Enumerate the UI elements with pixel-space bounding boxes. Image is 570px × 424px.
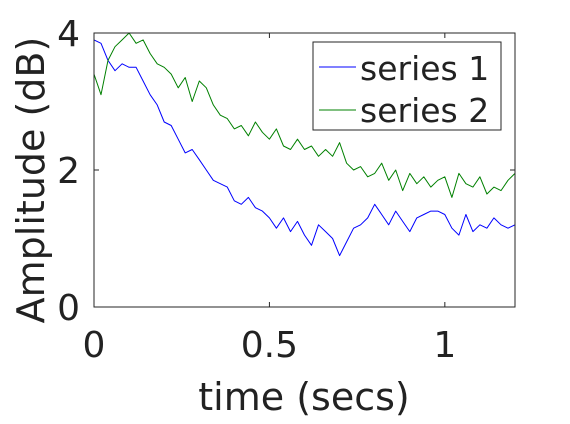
- ticks-layer: 0 0.5 1 0 2 4: [57, 14, 515, 366]
- y-tick-label: 4: [57, 14, 80, 55]
- series-layer: [93, 32, 516, 257]
- legend-box: [312, 41, 502, 131]
- x-axis-label: time (secs): [198, 375, 409, 419]
- y-tick-label: 2: [57, 151, 80, 192]
- legend-label-series-2: series 2: [360, 91, 489, 130]
- x-tick-label: 0.5: [241, 325, 298, 366]
- y-tick-label: 0: [57, 288, 80, 329]
- legend-label-series-1: series 1: [360, 49, 489, 88]
- legend: series 1 series 2: [312, 41, 502, 131]
- y-axis-label: Amplitude (dB): [9, 37, 53, 324]
- series-line-1: [93, 39, 516, 257]
- series-line-2: [93, 32, 516, 198]
- x-tick-label: 1: [433, 325, 456, 366]
- x-tick-label: 0: [83, 325, 106, 366]
